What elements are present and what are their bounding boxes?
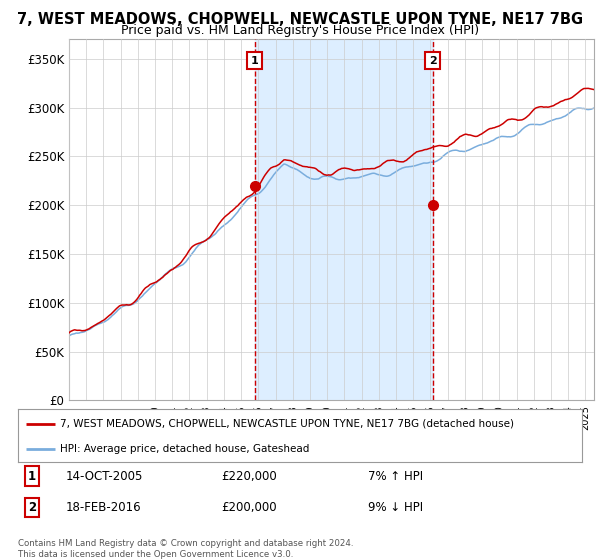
Text: £200,000: £200,000	[221, 501, 277, 514]
Text: 9% ↓ HPI: 9% ↓ HPI	[368, 501, 423, 514]
Text: 7, WEST MEADOWS, CHOPWELL, NEWCASTLE UPON TYNE, NE17 7BG (detached house): 7, WEST MEADOWS, CHOPWELL, NEWCASTLE UPO…	[60, 419, 514, 429]
Text: 1: 1	[28, 470, 36, 483]
Text: £220,000: £220,000	[221, 470, 277, 483]
Text: Price paid vs. HM Land Registry's House Price Index (HPI): Price paid vs. HM Land Registry's House …	[121, 24, 479, 36]
Text: HPI: Average price, detached house, Gateshead: HPI: Average price, detached house, Gate…	[60, 444, 310, 454]
Text: 2: 2	[429, 55, 437, 66]
Text: 7, WEST MEADOWS, CHOPWELL, NEWCASTLE UPON TYNE, NE17 7BG: 7, WEST MEADOWS, CHOPWELL, NEWCASTLE UPO…	[17, 12, 583, 27]
Text: 18-FEB-2016: 18-FEB-2016	[66, 501, 142, 514]
Text: 7% ↑ HPI: 7% ↑ HPI	[368, 470, 423, 483]
Text: 2: 2	[28, 501, 36, 514]
Text: 14-OCT-2005: 14-OCT-2005	[66, 470, 143, 483]
Text: Contains HM Land Registry data © Crown copyright and database right 2024.
This d: Contains HM Land Registry data © Crown c…	[18, 539, 353, 559]
Text: 1: 1	[251, 55, 259, 66]
Bar	[255, 39, 433, 400]
